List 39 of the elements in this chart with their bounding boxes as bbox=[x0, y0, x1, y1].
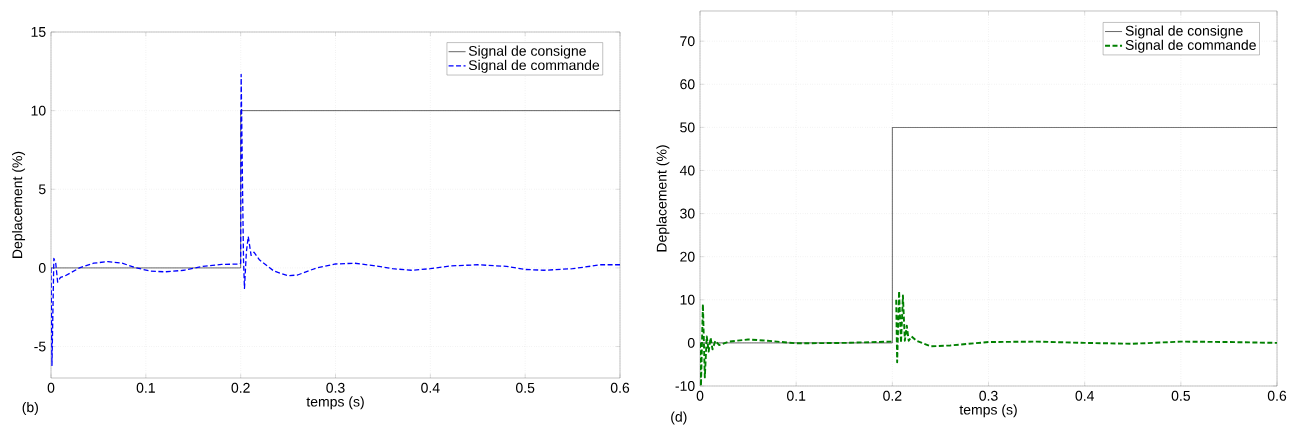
y-tick-label: 30 bbox=[680, 208, 695, 219]
x-tick-label: 0.6 bbox=[610, 382, 630, 393]
y-tick-label: 40 bbox=[679, 165, 695, 176]
y-tick-label: 10 bbox=[31, 105, 46, 116]
line-series bbox=[51, 73, 621, 367]
y-tick-label: 20 bbox=[680, 251, 695, 262]
x-tick-label: 0 bbox=[696, 390, 704, 401]
x-tick-label: 0.2 bbox=[231, 382, 250, 393]
legend-label: Signal de consigne bbox=[468, 45, 586, 59]
x-tick-label: 0.3 bbox=[326, 382, 345, 393]
x-tick-label: 0.5 bbox=[1171, 390, 1190, 401]
x-tick-label: 0.1 bbox=[787, 390, 806, 401]
y-tick-label: 70 bbox=[680, 36, 695, 47]
x-tick-label: 0.4 bbox=[421, 382, 440, 393]
y-tick-label: 15 bbox=[31, 27, 46, 37]
y-axis-title: Deplacement (%) bbox=[656, 145, 670, 252]
y-tick-label: -10 bbox=[675, 381, 695, 391]
y-axis-title: Deplacement (%) bbox=[11, 151, 26, 258]
x-tick-label: 0.5 bbox=[515, 382, 535, 393]
y-tick-label: 60 bbox=[680, 79, 695, 90]
x-tick-label: 0.2 bbox=[883, 390, 902, 401]
x-tick-label: 0.4 bbox=[1075, 390, 1094, 401]
x-tick-label: 0.6 bbox=[1267, 390, 1287, 401]
legend-label: Signal de commande bbox=[468, 59, 600, 73]
x-axis-title: temps (s) bbox=[959, 404, 1017, 418]
y-tick-label: 10 bbox=[680, 294, 695, 305]
text: (d) bbox=[671, 411, 687, 425]
legend-label: Signal de commande bbox=[1125, 39, 1256, 53]
legend-label: Signal de consigne bbox=[1125, 25, 1243, 39]
y-tick-label: 5 bbox=[38, 184, 46, 195]
x-tick-label: 0 bbox=[47, 382, 55, 393]
x-tick-label: 0.1 bbox=[136, 382, 155, 393]
y-tick-label: 0 bbox=[687, 337, 695, 348]
y-tick-label: 0 bbox=[38, 262, 46, 273]
y-tick-label: 50 bbox=[680, 122, 695, 133]
x-axis-title: temps (s) bbox=[306, 396, 364, 410]
x-tick-label: 0.3 bbox=[979, 390, 998, 401]
text: (b) bbox=[22, 401, 38, 415]
y-tick-label: -5 bbox=[34, 341, 46, 352]
